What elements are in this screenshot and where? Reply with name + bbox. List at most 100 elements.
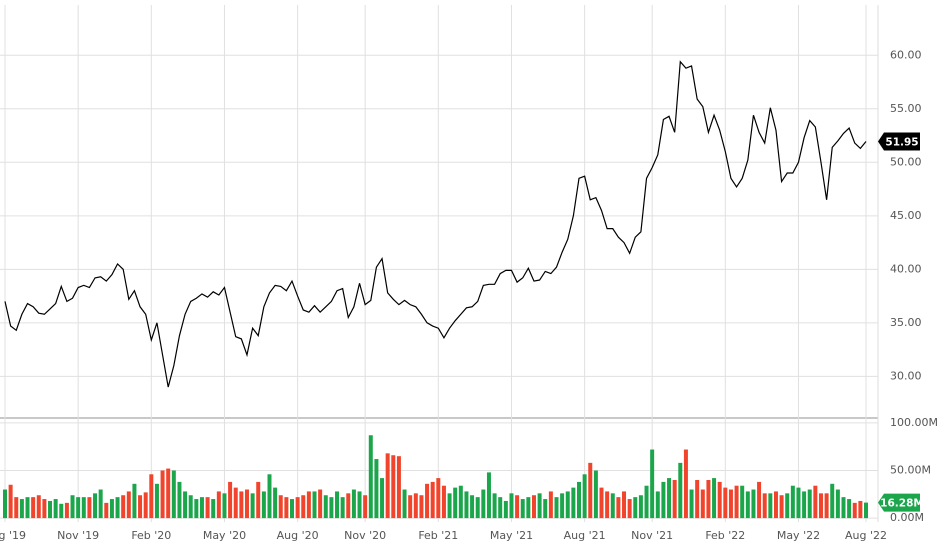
volume-bar (109, 499, 114, 519)
volume-bar (672, 480, 677, 519)
volume-bar (796, 487, 801, 519)
volume-bar (267, 474, 272, 519)
price-line (4, 60, 867, 388)
volume-bar (368, 435, 373, 519)
volume-bar (166, 468, 171, 519)
x-tick-label: Nov '21 (631, 529, 673, 542)
x-tick-label: Feb '22 (705, 529, 745, 542)
volume-bar (779, 495, 784, 519)
volume-bar (351, 489, 356, 519)
volume-bar (278, 495, 283, 519)
volume-bar (593, 470, 598, 519)
x-tick-label: Aug '20 (277, 529, 319, 542)
volume-bar (548, 491, 553, 519)
volume-bar (323, 495, 328, 519)
volume-bar (790, 485, 795, 519)
volume-bar (183, 491, 188, 519)
volume-bar (757, 481, 762, 519)
volume-bar (233, 487, 238, 519)
x-tick-label: May '22 (777, 529, 820, 542)
volume-bar (104, 502, 109, 519)
volume-bar (126, 491, 131, 519)
volume-bar (830, 483, 835, 519)
volume-bar (464, 491, 469, 519)
volume-bar (638, 495, 643, 519)
volume-bar (14, 497, 19, 519)
volume-bar (177, 481, 182, 519)
volume-bar (222, 493, 227, 519)
volume-bar (408, 495, 413, 519)
volume-bar (121, 495, 126, 519)
volume-bar (59, 503, 64, 519)
volume-bar (284, 497, 289, 519)
volume-bar (841, 497, 846, 519)
volume-bar (503, 500, 508, 519)
volume-bar (115, 497, 120, 519)
volume-bar (211, 499, 216, 519)
y-tick-label: 55.00 (890, 102, 922, 115)
volume-bar (599, 487, 604, 519)
volume-bar (312, 491, 317, 519)
volume-bar (554, 497, 559, 519)
volume-bar (655, 491, 660, 519)
volume-bar (728, 489, 733, 519)
volume-bar (560, 493, 565, 519)
x-tick-label: Nov '19 (57, 529, 99, 542)
volume-bar (768, 493, 773, 519)
volume-bar (396, 456, 401, 519)
volume-bar (419, 495, 424, 519)
volume-bar (380, 478, 385, 519)
y-tick-label: 100.00M (890, 416, 938, 429)
volume-bar (48, 500, 53, 519)
volume-bar (453, 487, 458, 519)
volume-bar (430, 481, 435, 519)
volume-bar (700, 489, 705, 519)
volume-bar (605, 491, 610, 519)
volume-bar (667, 478, 672, 519)
volume-bar (683, 449, 688, 519)
volume-bar (3, 489, 7, 519)
volume-bar (447, 493, 452, 519)
last-value-label: 51.95 (885, 136, 918, 148)
volume-bar (858, 500, 863, 519)
volume-bar (295, 497, 300, 519)
volume-bar (633, 497, 638, 519)
volume-bar (346, 493, 351, 519)
volume-bar (515, 495, 520, 519)
volume-bar (194, 499, 199, 519)
volume-bar (689, 489, 694, 519)
volume-bar (661, 481, 666, 519)
volume-bar (87, 497, 92, 519)
y-tick-label: 40.00 (890, 262, 922, 275)
volume-bar (762, 493, 767, 519)
volume-bar (306, 491, 311, 519)
volume-bar (520, 499, 525, 519)
volume-bar (160, 470, 165, 519)
volume-bar (470, 495, 475, 519)
volume-bar (847, 499, 852, 519)
volume-bar (199, 497, 204, 519)
volume-bar (93, 493, 98, 519)
volume-bar (273, 487, 278, 519)
volume-bar (802, 491, 807, 519)
volume-bar (610, 493, 615, 519)
volume-bar (712, 478, 717, 519)
volume-bar (785, 493, 790, 519)
volume-bar (492, 493, 497, 519)
volume-bar (402, 489, 407, 519)
volume-bar (81, 497, 86, 519)
volume-bar (340, 497, 345, 519)
y-tick-label: 30.00 (890, 369, 922, 382)
volume-bar (42, 499, 47, 519)
volume-bar (824, 493, 829, 519)
volume-bar (188, 495, 193, 519)
volume-bar (852, 502, 857, 519)
volume-bar (154, 483, 159, 519)
volume-bar (475, 497, 480, 519)
x-tick-label: Aug '21 (564, 529, 606, 542)
volume-bar (261, 491, 266, 519)
volume-bar (565, 491, 570, 519)
y-tick-label: 50.00 (890, 155, 922, 168)
